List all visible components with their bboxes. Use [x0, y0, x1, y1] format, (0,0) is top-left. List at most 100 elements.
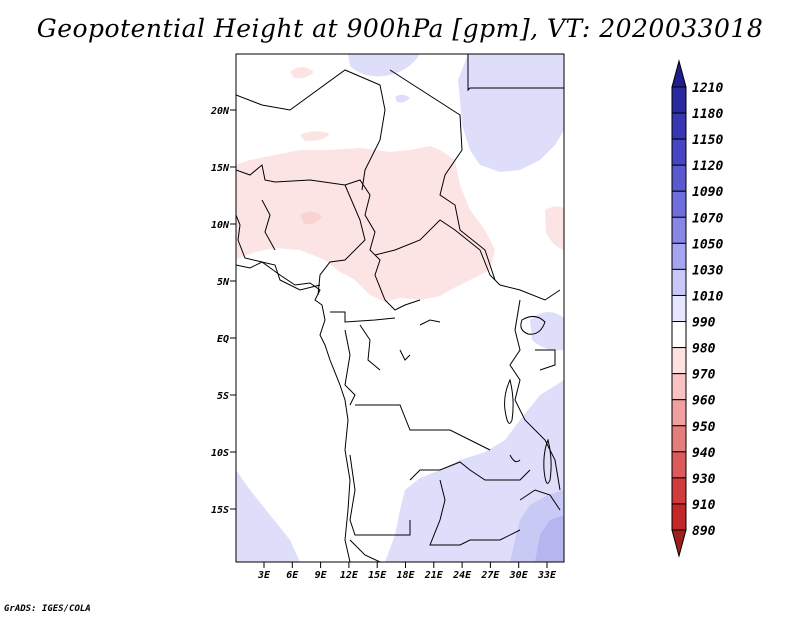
warm-region-patch-north	[290, 67, 314, 79]
shaded-field	[236, 54, 564, 562]
lon-tick-label: 6E	[286, 570, 299, 581]
colorbar-segment	[671, 268, 687, 296]
colorbar-segment	[671, 347, 687, 375]
credit-label: GrADS: IGES/COLA	[4, 604, 91, 614]
colorbar-segment	[671, 399, 687, 427]
warm-region-patch-east	[545, 206, 564, 250]
lat-tick-label: 10S	[211, 448, 229, 459]
lat-tick-label: 15S	[211, 505, 229, 516]
lat-tick-label: 20N	[210, 106, 230, 117]
colorbar-segment	[671, 503, 687, 531]
colorbar: 1210 1180 1150 1120 1090 1070 1050 1030 1010 990 9…	[671, 59, 723, 558]
colorbar-label: 940	[692, 446, 716, 461]
border-line	[429, 479, 521, 546]
lon-tick-label: 15E	[368, 570, 387, 581]
cool-region-n	[348, 54, 420, 77]
colorbar-label: 1180	[692, 107, 723, 122]
border-line	[389, 69, 496, 281]
colorbar-label: 1150	[692, 133, 723, 148]
map-title: Geopotential Height at 900hPa [gpm], VT:…	[36, 14, 764, 43]
colorbar-segment	[671, 321, 687, 349]
lake-tanganyika	[504, 378, 514, 424]
cool-region-ne-small	[395, 94, 410, 103]
colorbar-label: 1210	[692, 81, 723, 96]
border-line	[519, 489, 561, 511]
lon-tick-label: 3E	[257, 570, 271, 581]
border-line	[409, 461, 531, 481]
lake-shore	[509, 454, 521, 463]
colorbar-label: 980	[692, 342, 716, 357]
colorbar-segment	[671, 86, 687, 114]
border-line	[330, 311, 396, 323]
colorbar-label: 970	[692, 368, 716, 383]
border-line	[236, 164, 386, 301]
warm-region-darker	[300, 211, 322, 225]
border-line	[384, 299, 421, 311]
colorbar-label: 1030	[692, 263, 723, 278]
border-line	[349, 454, 411, 536]
colorbar-label: 1050	[692, 237, 723, 252]
lat-tick-label: 15N	[211, 163, 230, 174]
border-line	[359, 324, 381, 371]
colorbar-label: 1010	[692, 289, 723, 304]
lon-tick-label: 9E	[315, 570, 328, 581]
lon-tick-label: 18E	[396, 570, 415, 581]
warm-region	[236, 146, 495, 302]
cool-region-se-core	[535, 515, 564, 562]
colorbar-segment	[671, 216, 687, 244]
colorbar-segment	[671, 477, 687, 505]
lake-malawi	[543, 438, 552, 484]
lake-shore	[419, 319, 441, 326]
lake-shore	[399, 349, 411, 361]
colorbar-label: 950	[692, 420, 716, 435]
latitude-axis: 20N 15N 10N 5N EQ 5S 10S 15S	[210, 106, 236, 516]
colorbar-segment	[671, 373, 687, 401]
lat-tick-label: 5N	[217, 277, 230, 288]
warm-region-patch-mid	[300, 131, 330, 142]
border-line	[349, 539, 381, 562]
colorbar-label: 930	[692, 472, 716, 487]
plot-frame	[235, 53, 565, 563]
colorbar-label: 960	[692, 394, 716, 409]
lon-tick-label: 30E	[509, 570, 529, 581]
border-line	[344, 329, 356, 406]
colorbar-bottom-arrow	[671, 529, 687, 558]
colorbar-label: 1070	[692, 211, 723, 226]
border-line	[355, 404, 491, 451]
lon-tick-label: 27E	[480, 570, 500, 581]
cool-region-lake-east	[530, 311, 564, 351]
lon-tick-label: 33E	[537, 570, 557, 581]
lon-tick-label: 12E	[340, 570, 359, 581]
colorbar-label: 1090	[692, 185, 723, 200]
coastline	[236, 214, 351, 562]
border-line	[236, 69, 386, 191]
colorbar-segment	[671, 242, 687, 270]
colorbar-top-arrow	[671, 59, 687, 88]
lake-victoria	[520, 316, 546, 335]
border-line	[261, 199, 276, 251]
border-line	[535, 349, 556, 371]
border-line	[317, 184, 366, 296]
colorbar-label: 890	[692, 524, 716, 539]
colorbar-segment	[671, 451, 687, 479]
border-line	[374, 219, 561, 301]
colorbar-segment	[671, 138, 687, 166]
lat-tick-label: 5S	[217, 391, 229, 402]
colorbar-label: 1120	[692, 159, 723, 174]
colorbar-label: 990	[692, 316, 716, 331]
colorbar-segment	[671, 294, 687, 323]
border-line	[467, 54, 564, 92]
border-line	[236, 261, 321, 291]
lat-tick-label: EQ	[217, 334, 229, 345]
country-borders	[236, 54, 564, 562]
colorbar-segment	[671, 112, 687, 140]
cool-region-sw	[236, 470, 300, 562]
lat-tick-label: 10N	[211, 220, 230, 231]
colorbar-segment	[671, 164, 687, 192]
longitude-axis: 3E 6E 9E 12E 15E 18E 21E 24E 27E 30E 33E	[257, 562, 557, 581]
colorbar-segment	[671, 425, 687, 453]
lon-tick-label: 21E	[424, 570, 444, 581]
colorbar-segment	[671, 190, 687, 218]
lon-tick-label: 24E	[452, 570, 472, 581]
